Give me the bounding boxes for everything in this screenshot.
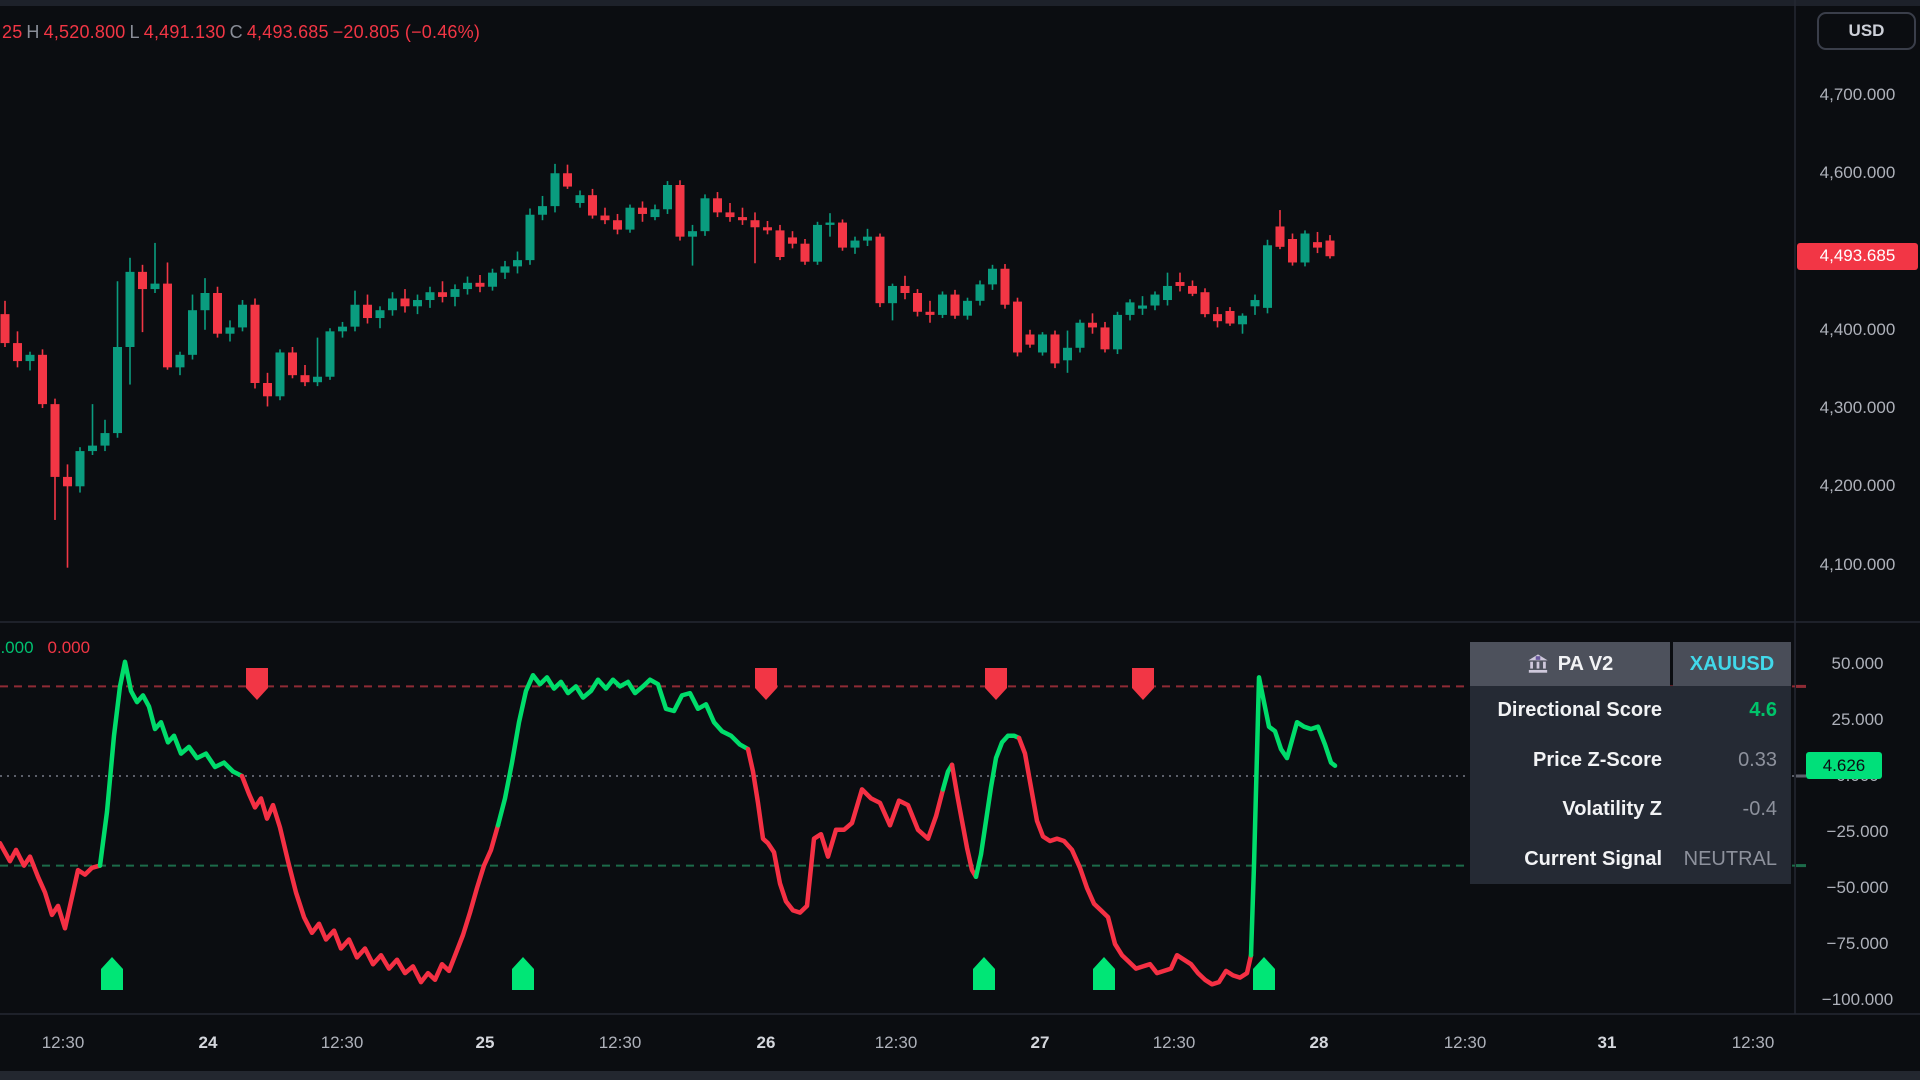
price-tick-label: 4,600.000 (1819, 163, 1896, 183)
ohlc-legend[interactable]: 25 H 4,520.800 L 4,491.130 C 4,493.685 −20.805 … (2, 22, 484, 43)
panel-row: Price Z-Score 0.33 (1470, 736, 1791, 786)
legend-part: L (129, 22, 140, 42)
indicator-readout-value: 0.000 (47, 638, 91, 657)
indicator-symbol: XAUUSD (1689, 652, 1775, 675)
oscillator-segment-red (949, 762, 979, 880)
indicator-panel-body: Directional Score 4.6 Price Z-Score 0.33 Vol… (1470, 686, 1791, 884)
time-tick-hour: 12:30 (1731, 1033, 1775, 1052)
time-tick-day: 28 (1309, 1033, 1329, 1052)
buy-signal-marker (512, 957, 534, 990)
oscillator-series (0, 659, 1338, 987)
bottom-toolbar-strip (0, 1071, 1920, 1080)
indicator-value-badge: 4.626 (1806, 752, 1882, 780)
legend-part: 4,520.800 (43, 22, 126, 42)
indicator-readout-value: 0.000 (0, 638, 34, 657)
price-tick-label: 4,200.000 (1819, 476, 1896, 496)
indicator-title: PA V2 (1557, 652, 1614, 675)
time-tick-day: 31 (1597, 1033, 1617, 1052)
indicator-readouts: 0.000 0.000 (0, 638, 104, 658)
time-tick-day: 27 (1030, 1033, 1050, 1052)
currency-toggle-button[interactable]: USD (1817, 12, 1916, 50)
price-tick-label: 4,100.000 (1819, 554, 1896, 574)
legend-part: 4,491.130 (143, 22, 226, 42)
panel-row-value: 4.6 (1749, 699, 1777, 722)
price-tick-label: 4,400.000 (1819, 319, 1896, 339)
panel-row-value: 0.33 (1738, 748, 1777, 771)
panel-row-label: Volatility Z (1562, 798, 1662, 821)
buy-signal-marker (1253, 957, 1275, 990)
oscillator-segment-red (239, 773, 501, 985)
legend-part: −20.805 (−0.46%) (332, 22, 481, 42)
legend-part: 4,493.685 (246, 22, 329, 42)
last-price-badge: 4,493.685 (1797, 242, 1918, 270)
oscillator-segment-green (97, 659, 245, 868)
legend-part: 25 (2, 22, 23, 42)
panel-row-label: Price Z-Score (1533, 748, 1662, 771)
legend-part: C (229, 22, 243, 42)
indicator-panel-header: PA V2 XAUUSD (1470, 642, 1791, 686)
sell-signal-marker (985, 668, 1007, 700)
oscillator-tick-label: 25.000 (1831, 710, 1884, 729)
oscillator-segment-red (0, 840, 103, 931)
buy-signal-marker (101, 957, 123, 990)
panel-row: Directional Score 4.6 (1470, 686, 1791, 736)
oscillator-tick-label: −100.000 (1821, 990, 1894, 1009)
panel-row-value: NEUTRAL (1683, 847, 1777, 870)
buy-signal-marker (1093, 957, 1115, 990)
time-tick-hour: 12:30 (1152, 1033, 1196, 1052)
panel-row-label: Directional Score (1497, 699, 1662, 722)
buy-signal-marker (973, 957, 995, 990)
indicator-symbol-cell[interactable]: XAUUSD (1673, 642, 1791, 686)
oscillator-segment-green (1248, 675, 1338, 958)
time-tick-hour: 12:30 (320, 1033, 364, 1052)
panel-row-value: -0.4 (1742, 798, 1777, 821)
oscillator-tick-label: −75.000 (1826, 934, 1889, 953)
time-tick-day: 25 (475, 1033, 495, 1052)
panel-row: Volatility Z -0.4 (1470, 785, 1791, 835)
time-tick-hour: 12:30 (1443, 1033, 1487, 1052)
oscillator-segment-green (973, 733, 1022, 880)
oscillator-segment-red (745, 746, 946, 915)
candlestick-series (0, 163, 1335, 568)
oscillator-segment-red (1016, 735, 1254, 987)
panel-row-label: Current Signal (1524, 847, 1662, 870)
price-tick-label: 4,300.000 (1819, 398, 1896, 418)
time-tick-hour: 12:30 (598, 1033, 642, 1052)
panel-row: Current Signal NEUTRAL (1470, 835, 1791, 885)
time-tick-day: 24 (198, 1033, 218, 1052)
bank-icon (1528, 654, 1548, 673)
price-tick-label: 4,700.000 (1819, 85, 1896, 104)
indicator-title-cell[interactable]: PA V2 (1470, 642, 1670, 686)
sell-signal-marker (755, 668, 777, 700)
oscillator-tick-label: −25.000 (1826, 822, 1889, 841)
sell-signal-marker (246, 668, 268, 700)
indicator-stats-panel: PA V2 XAUUSD Directional Score 4.6 Price Z… (1470, 642, 1791, 884)
time-tick-hour: 12:30 (41, 1033, 85, 1052)
oscillator-segment-green (495, 672, 751, 828)
top-toolbar-strip (0, 0, 1920, 6)
oscillator-tick-label: 50.000 (1831, 654, 1884, 673)
time-tick-day: 26 (756, 1033, 776, 1052)
time-tick-hour: 12:30 (874, 1033, 918, 1052)
oscillator-tick-label: −50.000 (1826, 878, 1889, 897)
legend-part: H (26, 22, 40, 42)
sell-signal-marker (1132, 668, 1154, 700)
